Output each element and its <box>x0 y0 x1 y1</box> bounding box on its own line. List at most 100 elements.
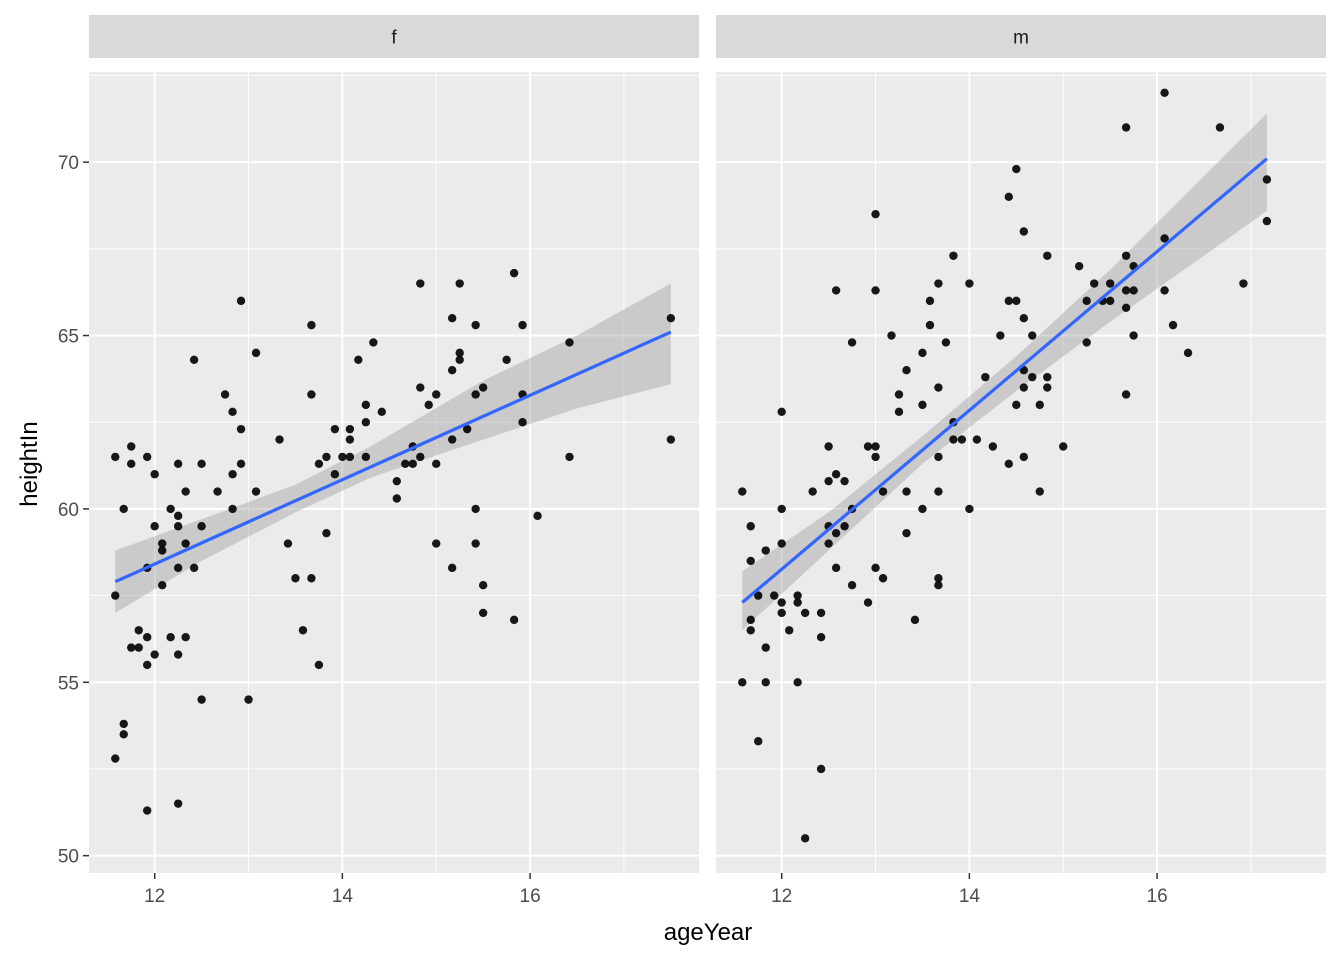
data-point <box>533 511 542 521</box>
data-point <box>863 598 873 607</box>
data-point <box>863 442 873 451</box>
data-point <box>965 279 974 288</box>
x-tick-label: 14 <box>332 886 354 907</box>
data-point <box>1043 251 1052 260</box>
data-point <box>816 608 826 618</box>
data-point <box>158 546 167 555</box>
data-point <box>777 504 786 514</box>
data-point <box>918 400 927 410</box>
data-point <box>840 476 849 486</box>
data-point <box>1035 400 1044 410</box>
data-point <box>1129 331 1138 340</box>
data-point <box>777 598 786 607</box>
data-point <box>754 737 763 746</box>
data-point <box>275 435 284 444</box>
data-point <box>831 528 841 538</box>
data-point <box>283 539 293 548</box>
facet-panel-m: m 12 14 16 <box>716 15 1326 907</box>
data-point <box>173 563 183 573</box>
data-point <box>918 348 927 358</box>
data-point <box>894 390 904 399</box>
data-point <box>1082 296 1091 306</box>
data-point <box>1215 123 1225 132</box>
data-point <box>322 528 331 538</box>
data-point <box>392 476 402 486</box>
data-point <box>307 390 316 399</box>
data-point <box>1043 372 1052 382</box>
data-point <box>902 528 911 538</box>
data-point <box>455 279 464 288</box>
data-point <box>972 435 982 444</box>
data-point <box>666 435 676 444</box>
data-point <box>840 522 849 531</box>
data-point <box>918 504 927 514</box>
y-tick-label: 65 <box>58 327 79 348</box>
data-point <box>322 452 331 462</box>
data-point <box>338 452 347 462</box>
data-point <box>236 296 246 306</box>
confidence-band <box>742 113 1267 631</box>
data-point <box>1012 164 1021 174</box>
data-point <box>831 563 841 573</box>
data-point <box>1004 296 1013 306</box>
data-point <box>173 522 183 531</box>
data-point <box>847 580 857 590</box>
data-point <box>220 390 230 399</box>
data-point <box>565 452 574 462</box>
data-point <box>981 372 990 382</box>
data-point <box>777 539 786 548</box>
data-point <box>816 633 826 642</box>
x-tick-label: 14 <box>959 886 981 907</box>
data-point <box>455 355 464 365</box>
data-point <box>925 320 935 330</box>
data-point <box>127 643 136 652</box>
data-point <box>213 487 222 496</box>
x-tick-label: 12 <box>771 886 792 907</box>
data-point <box>800 608 810 618</box>
data-point <box>934 574 943 583</box>
data-point <box>330 424 340 434</box>
facet-strip <box>716 15 1326 58</box>
data-point <box>1028 372 1037 382</box>
data-point <box>754 591 763 600</box>
data-point <box>777 407 786 417</box>
data-point <box>738 487 747 496</box>
y-axis-title: heightIn <box>16 421 43 506</box>
data-point <box>330 470 340 479</box>
data-point <box>965 504 974 514</box>
data-point <box>509 615 519 625</box>
data-point <box>518 418 527 427</box>
data-point <box>785 626 794 635</box>
data-point <box>1262 175 1272 184</box>
data-point <box>1121 390 1131 399</box>
data-point <box>738 678 747 687</box>
data-point <box>173 511 183 521</box>
data-point <box>166 504 175 514</box>
data-point <box>871 442 880 451</box>
data-point <box>793 678 802 687</box>
data-point <box>432 459 441 469</box>
data-point <box>871 286 880 295</box>
data-point <box>871 452 880 462</box>
data-point <box>996 331 1005 340</box>
panels-layer: f 12 14 16 m 12 14 16 <box>89 15 1326 907</box>
data-point <box>228 470 237 479</box>
data-point <box>871 209 880 219</box>
data-point <box>1183 348 1193 358</box>
data-point <box>1019 452 1029 462</box>
data-point <box>416 279 425 288</box>
data-point <box>119 730 128 739</box>
data-point <box>345 435 355 444</box>
data-point <box>291 574 300 583</box>
data-point <box>1168 320 1178 330</box>
data-point <box>181 539 190 548</box>
data-point <box>150 522 159 531</box>
regression-line <box>741 157 1268 604</box>
data-point <box>471 539 480 548</box>
data-point <box>354 355 363 365</box>
data-point <box>1105 296 1115 306</box>
data-point <box>142 660 152 670</box>
x-axis-title: ageYear <box>664 919 753 946</box>
data-point <box>816 764 826 774</box>
